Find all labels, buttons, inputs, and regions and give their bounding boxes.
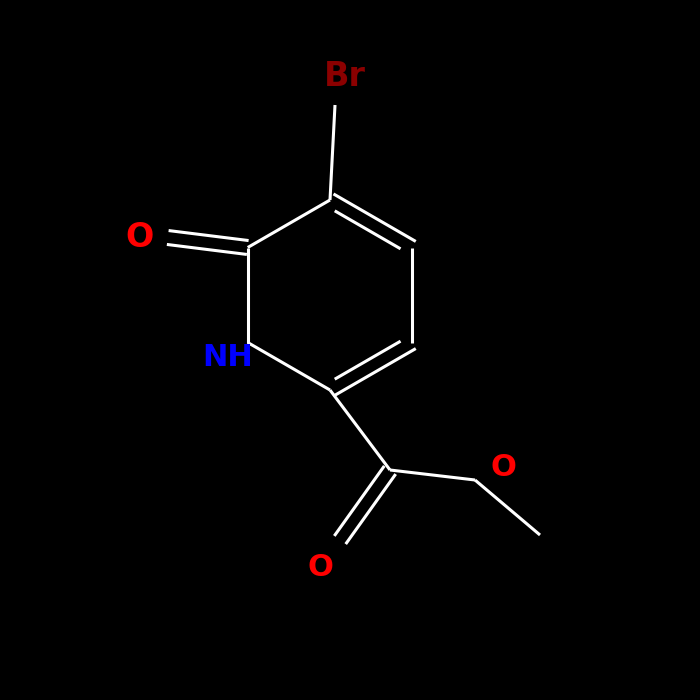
Text: O: O — [125, 221, 154, 254]
Text: Br: Br — [324, 60, 366, 94]
Text: O: O — [307, 554, 333, 582]
Text: NH: NH — [202, 343, 253, 372]
Text: O: O — [490, 454, 516, 482]
